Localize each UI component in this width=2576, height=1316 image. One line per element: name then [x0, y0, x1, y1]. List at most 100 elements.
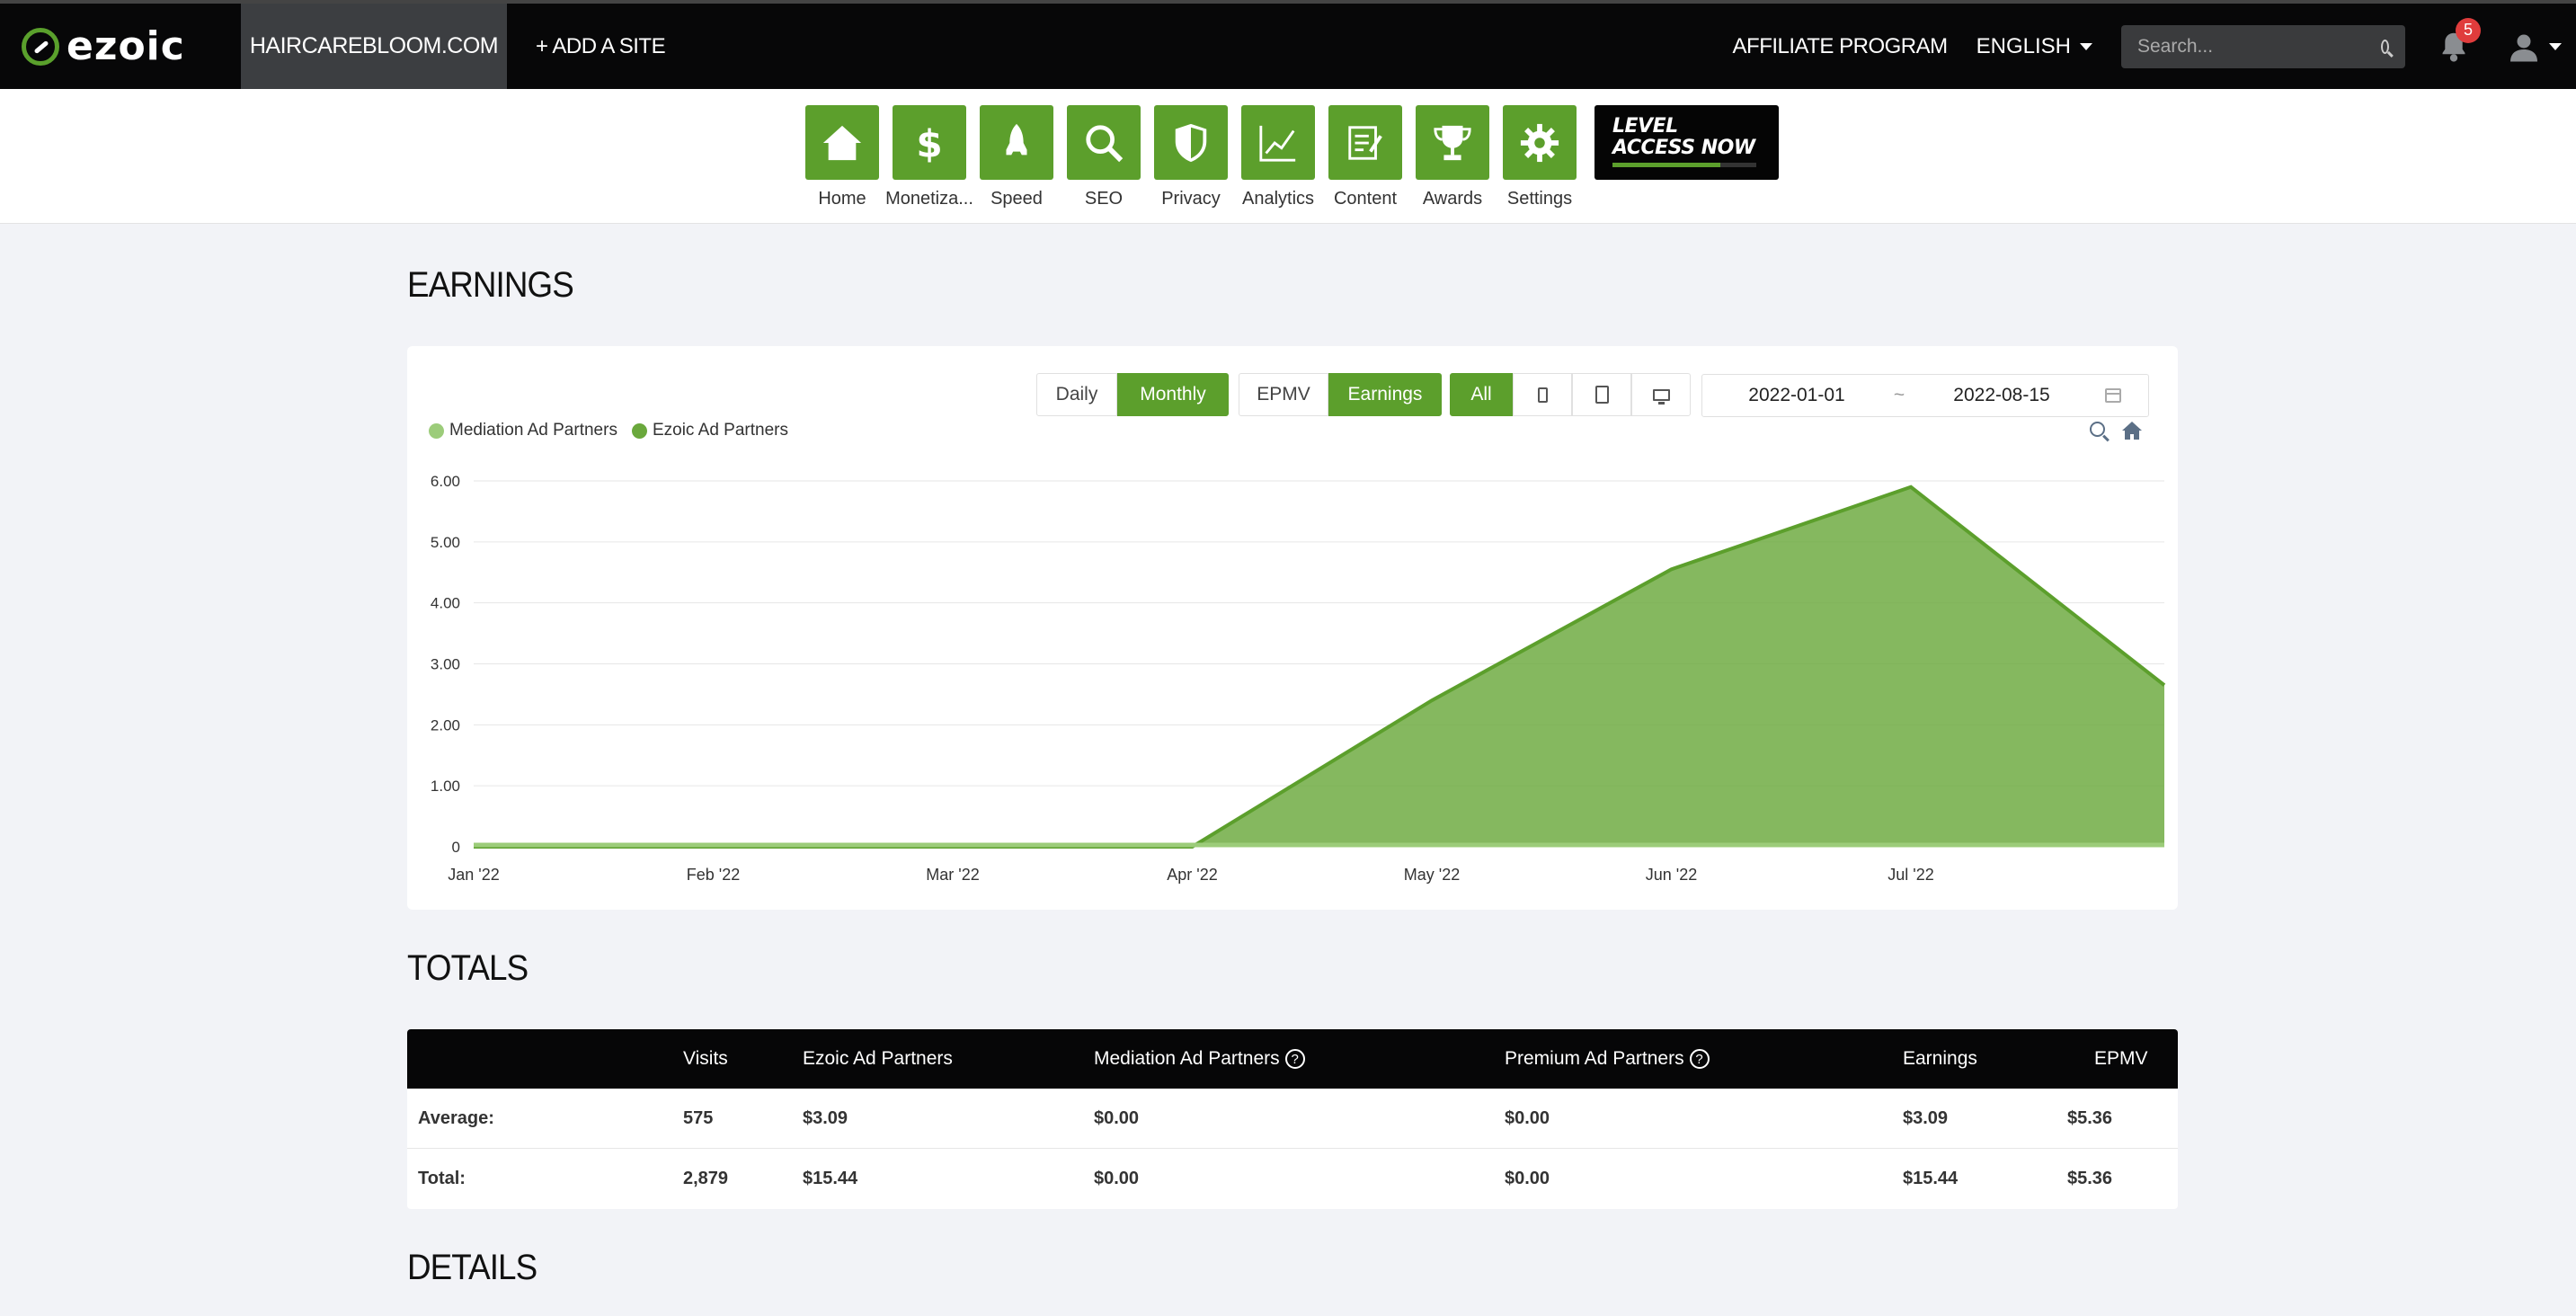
cell-mediation: $0.00 [1094, 1107, 1140, 1128]
cell-premium: $0.00 [1505, 1169, 1550, 1188]
x-tick-label: Feb '22 [687, 866, 740, 884]
cell-premium: $0.00 [1505, 1107, 1550, 1128]
y-tick-label: 3.00 [431, 656, 460, 673]
y-tick-label: 2.00 [431, 716, 460, 734]
home-icon [822, 125, 862, 160]
nav-content[interactable]: Content [1328, 105, 1402, 209]
nav-label: Content [1333, 189, 1398, 209]
language-dropdown[interactable]: ENGLISH [1976, 34, 2092, 59]
y-tick-label: 6.00 [431, 473, 460, 490]
affiliate-program-link[interactable]: AFFILIATE PROGRAM [1732, 33, 1949, 58]
shield-icon [1175, 123, 1207, 162]
nav-analytics[interactable]: Analytics [1241, 105, 1315, 209]
language-label: ENGLISH [1976, 33, 2071, 58]
nav-label: SEO [1084, 189, 1124, 209]
legend-label: Ezoic Ad Partners [652, 421, 788, 440]
site-selector-tab[interactable]: HAIRCAREBLOOM.COM [241, 4, 507, 89]
desktop-button[interactable] [1631, 373, 1691, 416]
cell-visits: 2,879 [683, 1169, 729, 1188]
ezoic-logo-mark-icon [22, 27, 59, 66]
help-question-icon[interactable]: ? [1284, 1049, 1305, 1070]
earnings-button[interactable]: Earnings [1328, 373, 1442, 416]
search-input[interactable] [2137, 35, 2381, 58]
legend-item-ezoic[interactable]: Ezoic Ad Partners [631, 421, 788, 440]
nav-settings[interactable]: Settings [1503, 105, 1577, 209]
cell-ezoic: $15.44 [803, 1169, 858, 1188]
date-end[interactable]: 2022-08-15 [1953, 385, 2050, 405]
tablet-button[interactable] [1572, 373, 1631, 416]
rocket-icon [1006, 123, 1027, 155]
mobile-phone-icon [1537, 387, 1548, 403]
add-site-link[interactable]: + ADD A SITE [536, 33, 666, 58]
search-icon[interactable] [2381, 39, 2389, 54]
date-range-picker[interactable]: 2022-01-01 ~ 2022-08-15 [1701, 374, 2149, 417]
magnifier-icon [1086, 124, 1124, 162]
cell-ezoic: $3.09 [803, 1107, 848, 1128]
daily-button[interactable]: Daily [1036, 373, 1117, 416]
device-toggle: All [1450, 373, 1691, 416]
nav-monetization[interactable]: $ Monetiza... [885, 105, 973, 209]
monthly-button[interactable]: Monthly [1117, 373, 1229, 416]
zoom-icon[interactable] [2090, 422, 2105, 437]
nav-label: Home [818, 189, 866, 209]
notification-count-badge: 5 [2456, 17, 2481, 43]
cell-earnings: $15.44 [1903, 1169, 1959, 1188]
help-question-icon[interactable]: ? [1689, 1049, 1710, 1070]
nav-privacy[interactable]: Privacy [1154, 105, 1228, 209]
cell-mediation: $0.00 [1094, 1169, 1140, 1188]
all-devices-button[interactable]: All [1450, 373, 1513, 416]
chevron-down-icon [2549, 42, 2562, 50]
document-edit-icon [1348, 125, 1382, 160]
nav-label: Settings [1506, 189, 1573, 209]
chart-legend: Mediation Ad Partners Ezoic Ad Partners [429, 421, 788, 440]
date-separator: ~ [1893, 385, 1905, 405]
desktop-icon [1652, 388, 1670, 405]
date-start[interactable]: 2022-01-01 [1748, 385, 1845, 405]
table-row: Total: 2,879 $15.44 $0.00 $0.00 $15.44 $… [407, 1149, 2178, 1209]
col-premium-ad-partners: Premium Ad Partners? [1505, 1048, 1710, 1070]
line-chart-icon [1259, 125, 1296, 162]
earnings-area-chart: 0 1.00 2.00 3.00 4.00 5.00 6.00 Jan '22 Feb '22 M… [431, 473, 2166, 884]
epmv-button[interactable]: EPMV [1239, 373, 1328, 416]
nav-home[interactable]: Home [805, 105, 879, 209]
dollar-icon: $ [916, 122, 942, 164]
search-box[interactable] [2121, 24, 2405, 68]
level-access-now-button[interactable]: LEVEL ACCESS NOW [1594, 105, 1779, 180]
nav-label: Privacy [1161, 189, 1221, 209]
nav-label: Speed [990, 189, 1043, 209]
logo-text: ezoic [67, 23, 185, 69]
user-menu[interactable] [2508, 31, 2562, 63]
y-tick-label: 0 [452, 839, 460, 856]
row-label: Average: [418, 1107, 494, 1128]
y-tick-label: 1.00 [431, 778, 460, 795]
nav-label: Awards [1422, 189, 1483, 209]
x-tick-label: Jun '22 [1646, 866, 1697, 884]
metric-toggle: EPMV Earnings [1239, 373, 1442, 416]
legend-label: Mediation Ad Partners [449, 421, 617, 440]
nav-seo[interactable]: SEO [1067, 105, 1141, 209]
y-tick-label: 5.00 [431, 534, 460, 551]
user-avatar-icon [2510, 34, 2537, 61]
mobile-button[interactable] [1513, 373, 1572, 416]
nav-awards[interactable]: Awards [1416, 105, 1489, 209]
totals-heading: TOTALS [407, 948, 529, 988]
nav-label: Monetiza... [885, 189, 973, 209]
svg-text:$: $ [916, 122, 942, 164]
col-epmv: EPMV [2094, 1048, 2148, 1069]
level-line1: LEVEL [1612, 115, 1678, 138]
calendar-icon[interactable] [2105, 388, 2121, 403]
reset-zoom-home-icon[interactable] [2121, 421, 2143, 440]
main-navigation: Home $ Monetiza... Speed SEO Privacy Ana… [0, 89, 2576, 224]
totals-table: Visits Ezoic Ad Partners Mediation Ad Pa… [407, 1029, 2178, 1209]
notifications-button[interactable]: 5 [2436, 17, 2481, 65]
table-row: Average: 575 $3.09 $0.00 $0.00 $3.09 $5.… [407, 1089, 2178, 1149]
details-heading: DETAILS [407, 1248, 537, 1287]
nav-speed[interactable]: Speed [980, 105, 1053, 209]
col-mediation-ad-partners: Mediation Ad Partners? [1094, 1048, 1305, 1070]
legend-item-mediation[interactable]: Mediation Ad Partners [429, 421, 617, 440]
col-earnings: Earnings [1903, 1048, 1977, 1069]
ezoic-logo[interactable]: ezoic [0, 4, 241, 89]
level-line2: ACCESS NOW [1612, 137, 1755, 159]
earnings-heading: EARNINGS [407, 265, 574, 305]
x-tick-label: Jul '22 [1888, 866, 1933, 884]
